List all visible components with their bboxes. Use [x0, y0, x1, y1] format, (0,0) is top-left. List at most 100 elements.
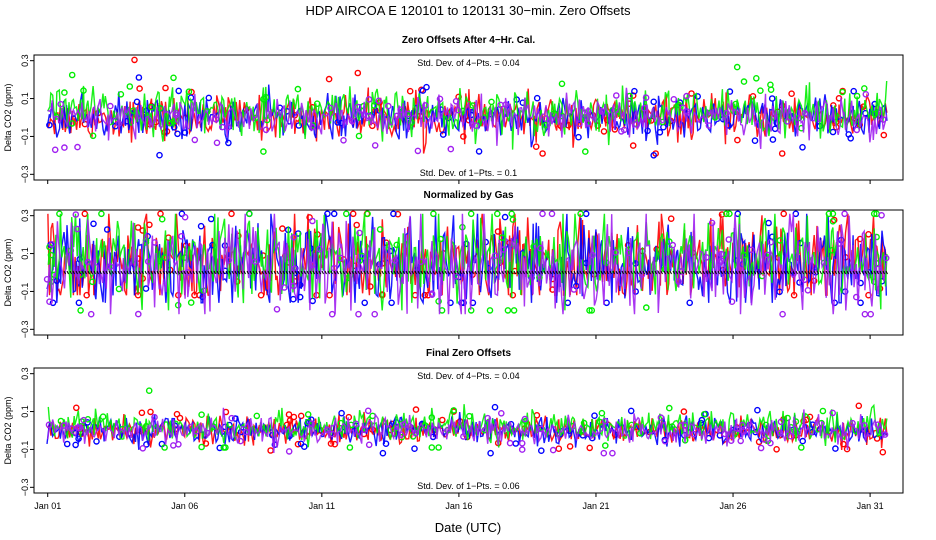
mean-mark: [171, 270, 174, 275]
mean-mark: [696, 270, 699, 275]
data-point: [504, 307, 512, 314]
data-point: [881, 431, 889, 438]
mean-mark: [780, 270, 783, 275]
mean-mark: [465, 270, 468, 275]
mean-mark: [720, 270, 723, 275]
data-point: [853, 92, 861, 100]
data-point: [566, 443, 574, 450]
data-point: [549, 446, 557, 454]
data-point: [326, 291, 333, 299]
data-point: [198, 411, 205, 419]
data-point: [584, 108, 592, 115]
mean-mark: [372, 270, 375, 275]
data-point: [197, 222, 205, 230]
mean-mark: [387, 270, 390, 275]
data-point: [512, 440, 520, 447]
data-point: [612, 249, 620, 256]
data-point: [740, 78, 748, 85]
data-point: [829, 128, 837, 136]
mean-mark: [669, 270, 672, 275]
mean-mark: [63, 270, 66, 275]
mean-mark: [519, 270, 522, 275]
mean-mark: [267, 270, 270, 275]
data-point: [718, 257, 725, 264]
mean-mark: [150, 270, 153, 275]
data-point: [172, 112, 180, 119]
data-point: [228, 210, 235, 218]
data-point: [576, 120, 583, 127]
mean-mark: [858, 270, 861, 275]
data-point: [732, 100, 740, 108]
data-point: [45, 421, 53, 429]
data-point: [365, 96, 373, 103]
data-point: [142, 285, 150, 292]
data-point: [280, 284, 288, 291]
data-point: [290, 233, 298, 241]
plot-frame: [33, 54, 904, 181]
data-point: [166, 119, 174, 127]
data-point: [202, 440, 210, 447]
data-point: [290, 282, 298, 290]
data-point: [830, 216, 838, 224]
mean-mark: [81, 270, 84, 275]
data-point: [778, 150, 786, 157]
mean-mark: [459, 270, 462, 275]
mean-mark: [486, 270, 489, 275]
mean-mark: [207, 270, 210, 275]
data-point: [767, 238, 775, 246]
data-point: [475, 148, 483, 155]
data-point: [506, 439, 514, 447]
data-point: [667, 215, 675, 222]
mean-mark: [471, 270, 474, 275]
data-point: [73, 404, 80, 412]
mean-mark: [570, 270, 573, 275]
mean-mark: [165, 270, 168, 275]
data-point: [582, 148, 589, 155]
data-point: [751, 137, 759, 144]
mean-mark: [843, 270, 846, 275]
data-point: [382, 440, 390, 448]
mean-mark: [219, 270, 222, 275]
data-point: [779, 310, 786, 318]
mean-mark: [408, 270, 411, 275]
data-point: [181, 129, 189, 136]
y-tick-label: −0.3: [20, 165, 30, 183]
data-point: [72, 211, 80, 218]
mean-mark: [228, 270, 231, 275]
data-point: [726, 210, 733, 218]
mean-mark: [867, 270, 870, 275]
panel-title: Final Zero Offsets: [426, 348, 511, 359]
mean-mark: [528, 270, 531, 275]
data-point: [198, 443, 205, 451]
data-point: [134, 224, 142, 231]
mean-mark: [690, 270, 693, 275]
mean-mark: [846, 270, 849, 275]
mean-mark: [189, 270, 192, 275]
mean-mark: [855, 270, 858, 275]
data-point: [539, 150, 546, 157]
mean-mark: [663, 270, 666, 275]
data-point: [740, 251, 748, 259]
data-point: [90, 220, 97, 228]
data-point: [757, 444, 765, 452]
mean-mark: [129, 270, 132, 275]
data-point: [627, 407, 635, 415]
mean-mark: [162, 270, 165, 275]
data-point: [49, 299, 57, 307]
mean-mark: [612, 270, 615, 275]
y-axis-label: Delta CO2 (ppm): [3, 238, 13, 306]
mean-mark: [330, 270, 333, 275]
data-point: [861, 310, 869, 318]
mean-mark: [141, 270, 144, 275]
mean-mark: [585, 270, 588, 275]
mean-mark: [642, 270, 645, 275]
y-axis-label: Delta CO2 (ppm): [3, 396, 13, 464]
data-point: [450, 407, 458, 414]
data-point: [77, 307, 84, 314]
data-point: [408, 119, 416, 126]
mean-mark: [777, 270, 780, 275]
data-point: [57, 417, 65, 425]
data-point: [93, 438, 100, 445]
series-line: [47, 407, 887, 454]
mean-mark: [804, 270, 807, 275]
